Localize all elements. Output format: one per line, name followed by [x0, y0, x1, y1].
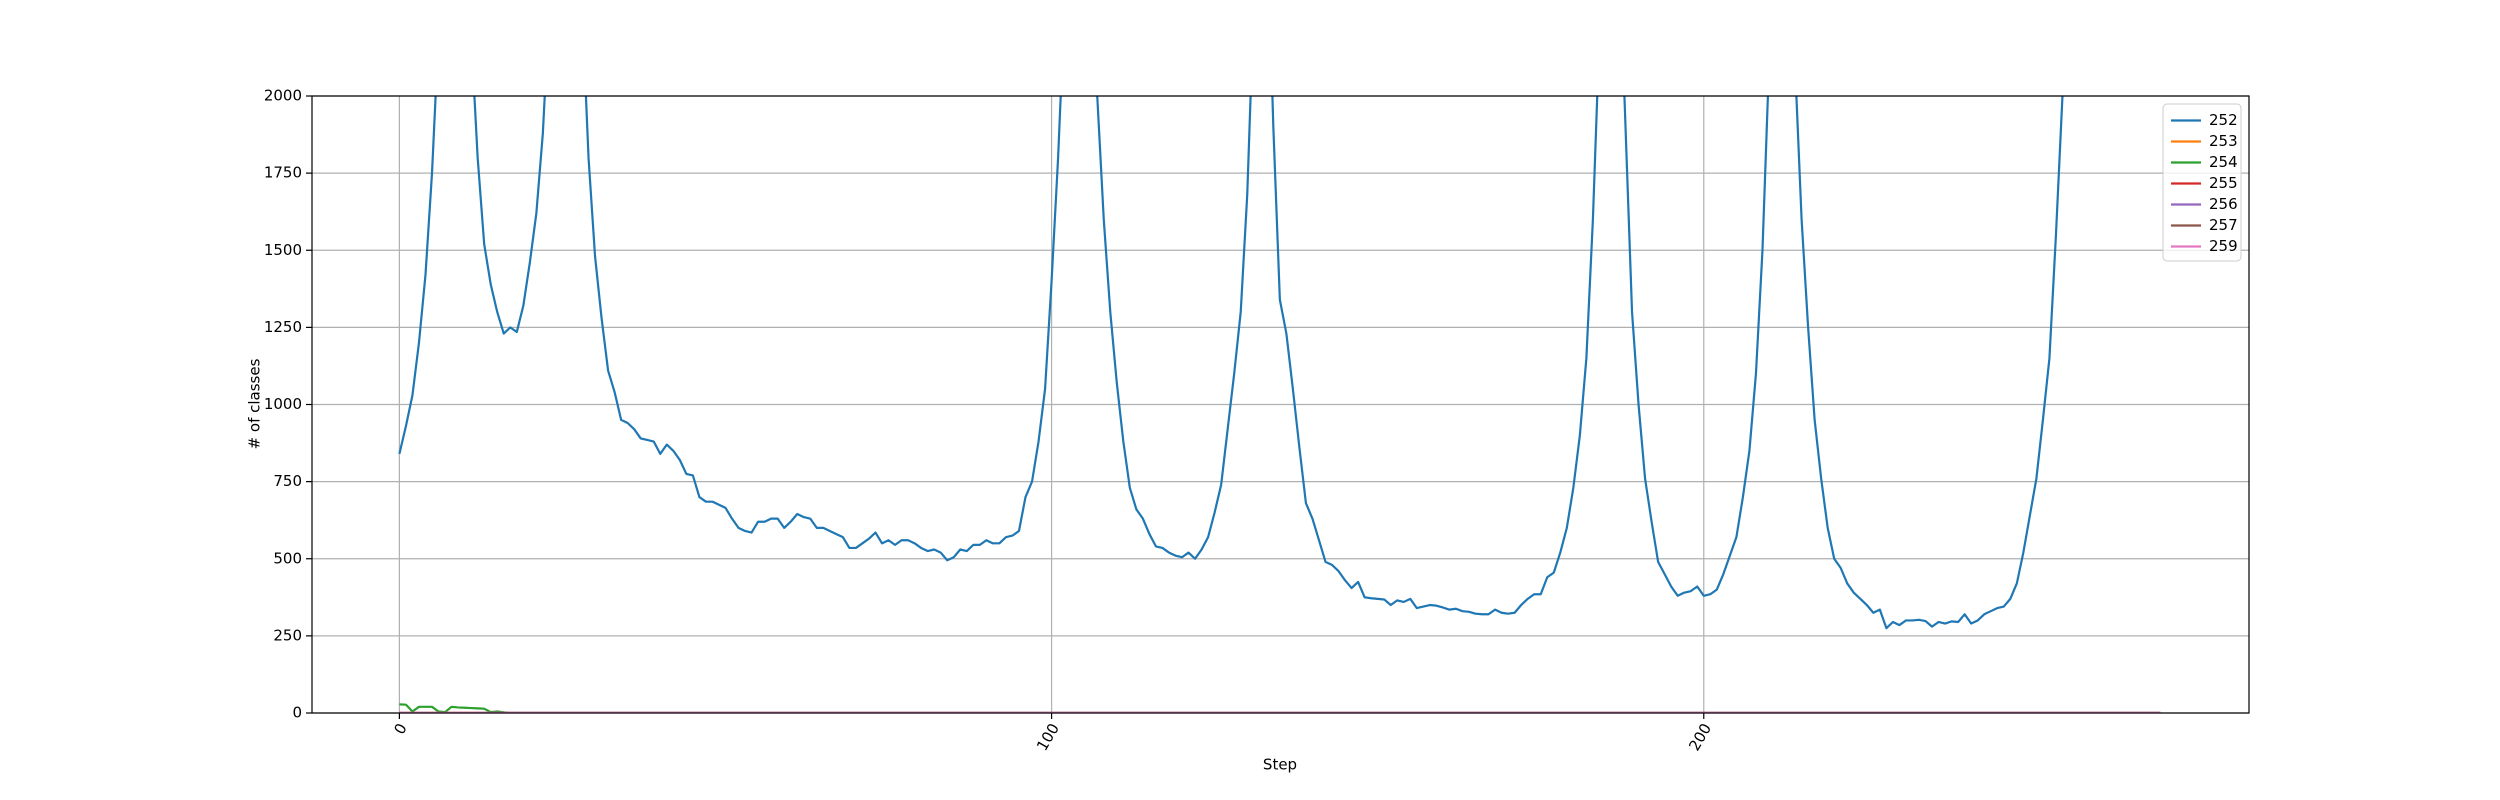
y-tick-label: 1250 — [264, 318, 302, 336]
y-tick-label: 0 — [292, 704, 302, 722]
legend-label: 256 — [2209, 195, 2238, 213]
y-tick-label: 250 — [273, 626, 302, 644]
x-axis-label: Step — [1263, 756, 1297, 774]
y-tick-label: 1000 — [264, 395, 302, 413]
y-tick-label: 500 — [273, 549, 302, 567]
legend-frame — [2162, 103, 2242, 262]
legend-label: 255 — [2209, 174, 2238, 192]
plot-area — [398, 96, 2161, 713]
y-tick-label: 1750 — [264, 164, 302, 182]
legend-label: 257 — [2209, 216, 2238, 234]
legend-label: 259 — [2209, 237, 2238, 255]
legend-label: 253 — [2209, 132, 2238, 150]
y-tick-label: 1500 — [264, 241, 302, 259]
series-line — [398, 96, 2064, 630]
y-axis-label: # of classes — [246, 358, 264, 449]
legend-label: 254 — [2209, 153, 2238, 171]
legend-label: 252 — [2209, 111, 2238, 129]
y-tick-label: 2000 — [264, 87, 302, 105]
legend: 252 253 254 255 256 257 259 — [2162, 103, 2242, 262]
y-tick-label: 750 — [273, 472, 302, 490]
